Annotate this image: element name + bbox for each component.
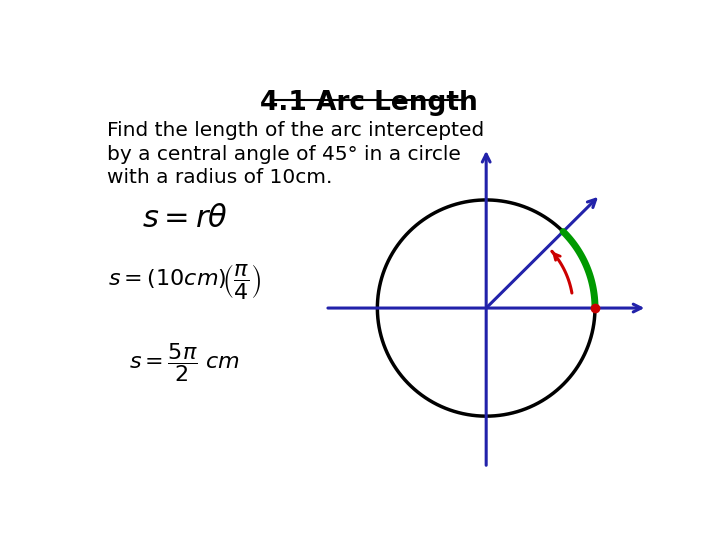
Text: with a radius of 10cm.: with a radius of 10cm. — [107, 168, 332, 187]
Text: Find the length of the arc intercepted: Find the length of the arc intercepted — [107, 121, 484, 140]
Text: by a central angle of 45° in a circle: by a central angle of 45° in a circle — [107, 145, 461, 164]
Text: $s = (10cm)\!\left(\dfrac{\pi}{4}\right)$: $s = (10cm)\!\left(\dfrac{\pi}{4}\right)… — [108, 262, 261, 301]
Text: 4.1 Arc Length: 4.1 Arc Length — [260, 90, 478, 116]
Text: $s = r\theta$: $s = r\theta$ — [142, 204, 228, 233]
Text: $s = \dfrac{5\pi}{2}\ cm$: $s = \dfrac{5\pi}{2}\ cm$ — [130, 341, 240, 384]
